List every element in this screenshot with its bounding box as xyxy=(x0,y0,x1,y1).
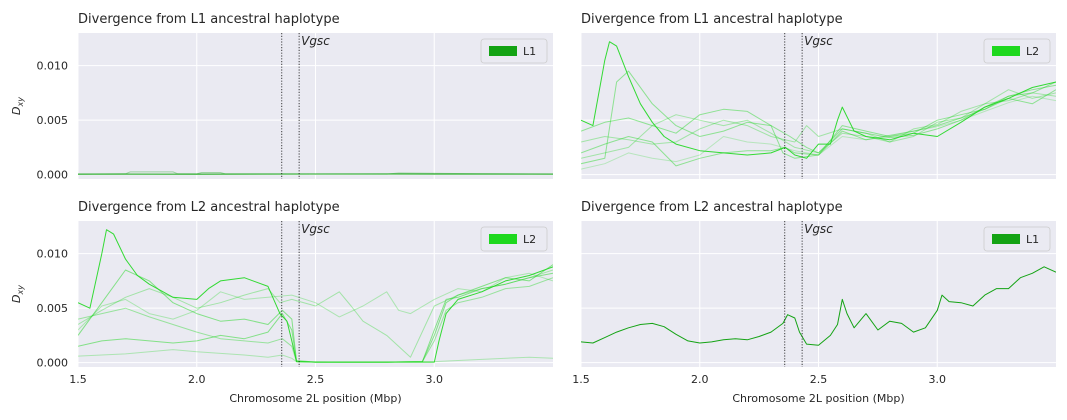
x-tick-label: 1.5 xyxy=(572,373,590,386)
legend-label: L1 xyxy=(523,45,536,58)
series-line xyxy=(581,266,1056,346)
legend-label: L2 xyxy=(1026,45,1039,58)
legend-swatch xyxy=(489,46,517,56)
legend: L2 xyxy=(983,38,1051,64)
series-line xyxy=(581,95,1056,170)
series-group xyxy=(581,41,1056,170)
series-line xyxy=(78,269,553,363)
series-line xyxy=(78,229,553,363)
series-line xyxy=(78,264,553,363)
series-group xyxy=(78,229,553,363)
legend-label: L2 xyxy=(523,233,536,246)
series-line xyxy=(581,41,1056,159)
y-axis-label-main: D xyxy=(10,294,23,302)
legend-swatch xyxy=(992,46,1020,56)
x-tick-label: 2.0 xyxy=(188,373,206,386)
x-tick-label: 1.5 xyxy=(69,373,87,386)
y-tick-label: 0.005 xyxy=(37,114,69,127)
y-axis-label-sub: xy xyxy=(16,97,25,108)
x-tick-label: 2.0 xyxy=(691,373,709,386)
y-axis-label-sub: xy xyxy=(16,285,25,296)
series-line xyxy=(581,70,1056,165)
series-line xyxy=(78,277,553,363)
panel-4: Divergence from L2 ancestral haplotype 1.… xyxy=(572,200,1056,405)
y-tick-label: 0.000 xyxy=(37,169,69,182)
x-tick-label: 2.5 xyxy=(307,373,325,386)
y-tick-label: 0.010 xyxy=(37,248,69,261)
legend-label: L1 xyxy=(1026,233,1039,246)
gene-annotation: Vgsc xyxy=(301,34,330,48)
series-line xyxy=(581,89,1056,145)
series-line xyxy=(78,272,553,331)
gene-annotation: Vgsc xyxy=(804,222,833,236)
series-group xyxy=(581,266,1056,346)
x-axis-label: Chromosome 2L position (Mbp) xyxy=(229,392,401,405)
legend-swatch xyxy=(489,234,517,244)
legend-swatch xyxy=(992,234,1020,244)
y-tick-label: 0.000 xyxy=(37,357,69,370)
series-group xyxy=(78,171,553,175)
panel-title: Divergence from L1 ancestral haplotype xyxy=(78,12,340,27)
x-tick-label: 3.0 xyxy=(426,373,444,386)
series-line xyxy=(78,269,553,358)
y-tick-label: 0.005 xyxy=(37,302,69,315)
y-axis-label: Dxy xyxy=(10,97,25,115)
legend: L1 xyxy=(983,226,1051,252)
panel-title: Divergence from L1 ancestral haplotype xyxy=(581,12,843,27)
series-line xyxy=(581,89,1056,167)
panel-title: Divergence from L2 ancestral haplotype xyxy=(78,200,340,215)
x-tick-label: 3.0 xyxy=(929,373,947,386)
y-axis-label: Dxy xyxy=(10,285,25,303)
series-line xyxy=(78,349,553,363)
y-axis-label-main: D xyxy=(10,106,23,114)
legend: L1 xyxy=(480,38,548,64)
panel-title: Divergence from L2 ancestral haplotype xyxy=(581,200,843,215)
panel-2: Divergence from L1 ancestral haplotype Vg… xyxy=(580,12,1056,179)
panel-1: Divergence from L1 ancestral haplotype 0.… xyxy=(10,12,553,182)
series-line xyxy=(581,81,1056,159)
legend: L2 xyxy=(480,226,548,252)
x-axis-label: Chromosome 2L position (Mbp) xyxy=(732,392,904,405)
series-line xyxy=(581,92,1056,159)
gene-annotation: Vgsc xyxy=(301,222,330,236)
y-tick-label: 0.010 xyxy=(37,60,69,73)
panel-3: Divergence from L2 ancestral haplotype 0.… xyxy=(10,200,553,405)
gene-annotation: Vgsc xyxy=(804,34,833,48)
x-tick-label: 2.5 xyxy=(810,373,828,386)
